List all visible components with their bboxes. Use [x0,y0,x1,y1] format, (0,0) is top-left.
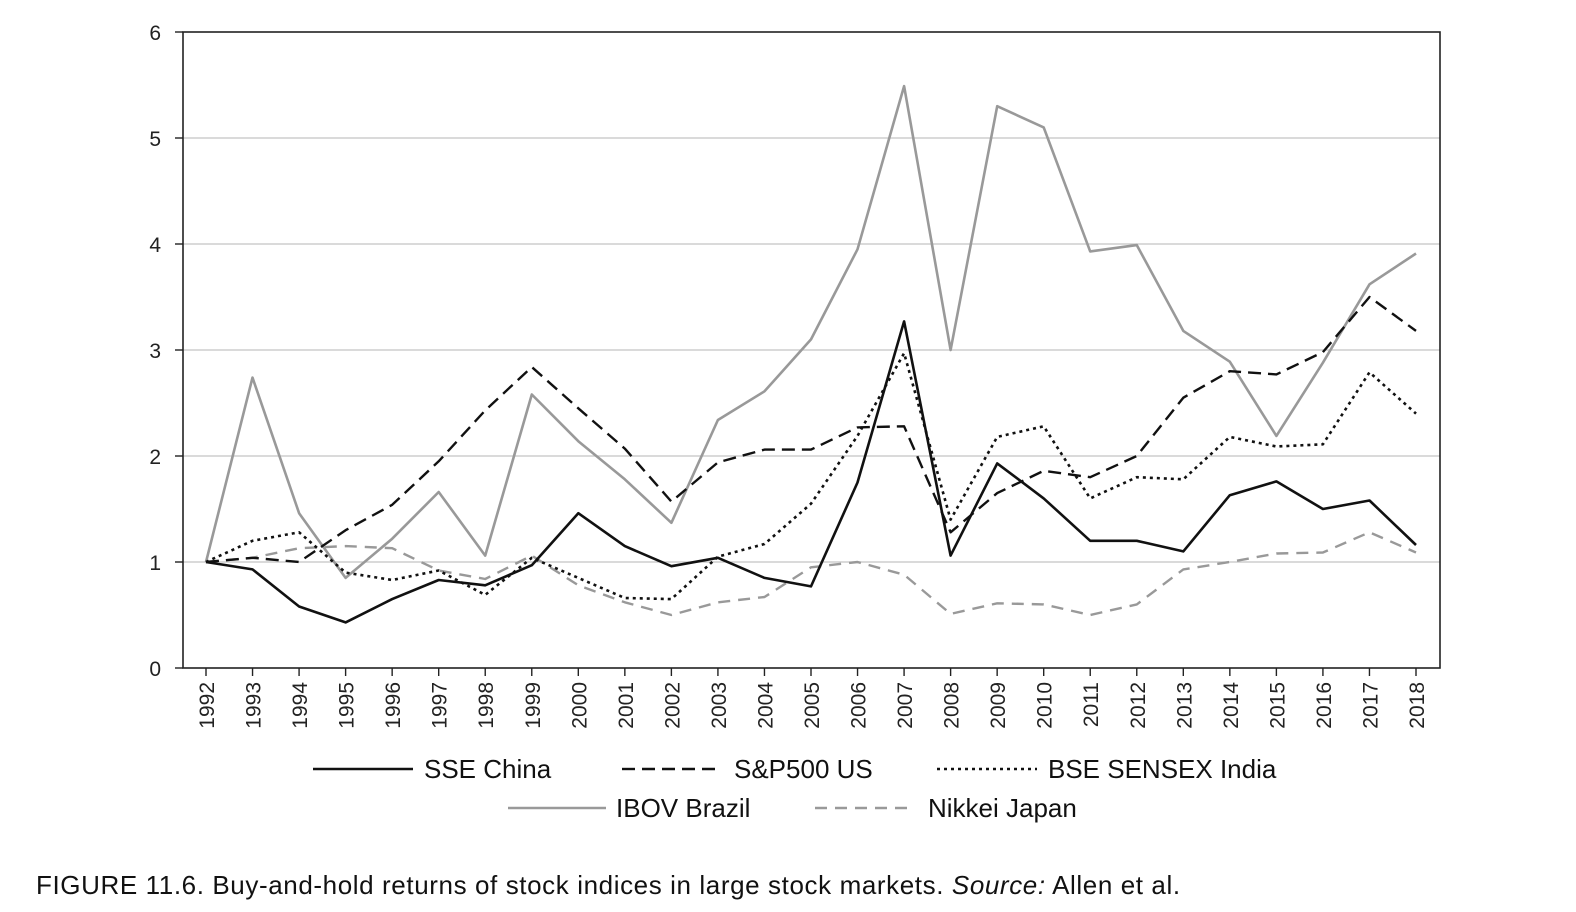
x-tick-label: 2010 [1034,682,1057,729]
x-tick-label: 2017 [1359,682,1382,729]
legend-label-4: Nikkei Japan [928,793,1077,823]
x-tick-label: 2006 [848,682,871,729]
x-tick-label: 2009 [987,682,1010,729]
legend-label-1: S&P500 US [734,754,873,784]
legend-label-2: BSE SENSEX India [1048,754,1277,784]
x-tick-label: 1997 [429,682,452,729]
x-tick-label: 2000 [568,682,591,729]
x-tick-label: 2001 [615,682,638,729]
x-tick-label: 1993 [243,682,266,729]
series-lines [204,84,1417,624]
gridlines [183,137,1440,563]
y-tick-label: 6 [149,22,161,45]
x-tick-label: 2008 [941,682,964,729]
x-tick-label: 2013 [1173,682,1196,729]
series-line-0 [205,320,1417,624]
axis-ticks: 0 1 2 3 4 5 6 1992 1993 1994 1995 1996 1997 1998 1999 2… [149,22,1429,729]
caption-main: FIGURE 11.6. Buy-and-hold returns of sto… [36,870,952,900]
x-tick-label: 2016 [1313,682,1336,729]
y-tick-label: 4 [149,234,161,257]
y-tick-label: 5 [149,128,161,151]
x-tick-label: 1992 [196,682,219,729]
series-line-3 [204,84,1417,580]
x-tick-label: 2005 [801,682,824,729]
x-tick-label: 2018 [1406,682,1429,729]
series-line-2 [205,351,1417,601]
legend: SSE China S&P500 US BSE SENSEX India IBOV B… [313,754,1277,823]
x-tick-label: 2012 [1127,682,1150,729]
y-tick-label: 3 [149,340,161,363]
series-line-1 [205,295,1417,564]
x-tick-label: 2004 [754,682,777,729]
y-tick-label: 0 [149,658,161,681]
x-tick-label: 2011 [1080,682,1103,727]
x-tick-label: 1995 [336,682,359,729]
caption-source-text: Allen et al. [1045,870,1181,900]
x-tick-label: 2014 [1220,682,1243,729]
x-tick-label: 1999 [522,682,545,729]
x-tick-label: 2007 [894,682,917,729]
legend-label-3: IBOV Brazil [616,793,750,823]
x-tick-label: 2015 [1266,682,1289,729]
legend-label-0: SSE China [424,754,552,784]
x-tick-label: 1998 [475,682,498,729]
y-tick-label: 2 [149,446,161,469]
x-tick-label: 2002 [661,682,684,729]
series-line-4 [205,531,1417,617]
x-tick-label: 1996 [382,682,405,729]
y-tick-label: 1 [149,552,161,575]
caption-source-label: Source: [951,870,1046,900]
x-tick-label: 1994 [289,682,312,729]
figure-caption: FIGURE 11.6. Buy-and-hold returns of sto… [36,870,1181,901]
x-tick-label: 2003 [708,682,731,729]
